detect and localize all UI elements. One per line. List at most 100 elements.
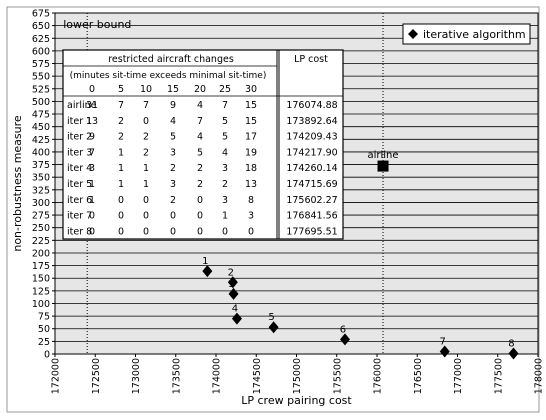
- y-tick-label: 100: [32, 299, 50, 310]
- table-cell: 5: [197, 147, 203, 158]
- table-row-label: iter 5: [67, 179, 92, 190]
- table-column-header: 25: [219, 84, 231, 95]
- table-cell: 3: [248, 211, 254, 222]
- x-tick-label: 172000: [51, 358, 62, 394]
- table-cell: 0: [197, 195, 203, 206]
- table-cell: 3: [222, 163, 228, 174]
- y-tick-label: 225: [32, 236, 50, 247]
- table-lp-cost: 173892.64: [286, 116, 337, 127]
- y-tick-label: 275: [32, 211, 50, 222]
- table-cell: 5: [222, 116, 228, 127]
- table-row-label: iter 8: [67, 226, 92, 237]
- y-tick-label: 625: [32, 34, 50, 45]
- table-cell: 15: [245, 100, 257, 111]
- table-row-label: iter 6: [67, 195, 92, 206]
- y-tick-label: 250: [32, 223, 50, 234]
- table-cell: 18: [245, 163, 257, 174]
- airline-square-point: [377, 160, 389, 172]
- table-column-header: 5: [118, 84, 124, 95]
- x-tick-label: 173000: [131, 358, 142, 394]
- point-label: 4: [232, 304, 238, 315]
- table-cell: 2: [197, 163, 203, 174]
- point-label: 2: [228, 267, 234, 278]
- point-label: 6: [340, 324, 346, 335]
- airline-point-label: airline: [367, 150, 398, 161]
- table-cell: 19: [245, 147, 257, 158]
- x-tick-label: 177000: [453, 358, 464, 394]
- table-cell: 0: [143, 116, 149, 127]
- table-cell: 9: [89, 132, 95, 143]
- table-column-header: 15: [167, 84, 179, 95]
- table-cell: 3: [222, 195, 228, 206]
- y-tick-label: 600: [32, 46, 50, 57]
- x-tick-label: 178000: [534, 358, 545, 394]
- y-tick-label: 150: [32, 274, 50, 285]
- legend-label: iterative algorithm: [423, 28, 526, 41]
- x-tick-label: 177500: [493, 358, 504, 394]
- y-axis-label: non-robustness measure: [11, 115, 24, 252]
- table-cell: 8: [248, 195, 254, 206]
- lower-bound-label: lower bound: [63, 18, 131, 31]
- table-column-header: 0: [89, 84, 95, 95]
- table-lp-cost: 174209.43: [286, 132, 337, 143]
- table-cell: 2: [143, 132, 149, 143]
- table-cell: 1: [118, 163, 124, 174]
- table-lp-cost: 175602.27: [286, 195, 337, 206]
- x-tick-label: 175000: [292, 358, 303, 394]
- point-label: 3: [228, 279, 234, 290]
- y-tick-label: 675: [32, 9, 50, 20]
- y-tick-label: 650: [32, 21, 50, 32]
- table-lp-cost: 174217.90: [286, 147, 337, 158]
- y-tick-label: 125: [32, 286, 50, 297]
- table-cell: 3: [170, 179, 176, 190]
- y-tick-label: 25: [38, 337, 50, 348]
- table-cell: 1: [118, 179, 124, 190]
- table-cell: 0: [118, 211, 124, 222]
- figure-frame: [6, 6, 540, 413]
- table-cell: 4: [222, 147, 228, 158]
- table-cell: 13: [245, 179, 257, 190]
- x-tick-label: 172500: [91, 358, 102, 394]
- point-label: 7: [440, 336, 446, 347]
- y-tick-label: 75: [38, 312, 50, 323]
- y-tick-label: 550: [32, 72, 50, 83]
- table-lp-cost: 174715.69: [286, 179, 337, 190]
- y-tick-label: 400: [32, 147, 50, 158]
- table-column-header: 10: [140, 84, 152, 95]
- table-cell: 7: [89, 147, 95, 158]
- table-cell: 0: [222, 226, 228, 237]
- table-cell: 0: [170, 211, 176, 222]
- table-row-label: iter 4: [67, 163, 92, 174]
- table-box: [62, 49, 344, 240]
- table-cell: 5: [222, 132, 228, 143]
- x-tick-label: 176500: [413, 358, 424, 394]
- table-cell: 0: [143, 226, 149, 237]
- table-row-label: iter 2: [67, 132, 92, 143]
- y-tick-label: 375: [32, 160, 50, 171]
- legend-box: [402, 23, 531, 45]
- table-cell: 1: [222, 211, 228, 222]
- y-tick-label: 350: [32, 173, 50, 184]
- y-tick-label: 175: [32, 261, 50, 272]
- table-row-label: iter 3: [67, 147, 92, 158]
- iteration-diamond-point: [231, 312, 242, 325]
- table-cell: 1: [143, 179, 149, 190]
- table-row-label: airline: [67, 100, 97, 111]
- table-cell: 15: [245, 116, 257, 127]
- table-cell: 0: [197, 211, 203, 222]
- table-cell: 4: [197, 132, 203, 143]
- y-tick-label: 475: [32, 110, 50, 121]
- legend: iterative algorithm: [402, 23, 531, 45]
- table-cell: 0: [248, 226, 254, 237]
- y-tick-label: 450: [32, 122, 50, 133]
- y-tick-label: 325: [32, 185, 50, 196]
- table-cell: 0: [89, 226, 95, 237]
- table-row-label: iter 1: [67, 116, 92, 127]
- y-tick-label: 0: [44, 350, 50, 361]
- x-tick-label: 174000: [212, 358, 223, 394]
- table-cell: 1: [89, 179, 95, 190]
- x-axis-label: LP crew pairing cost: [241, 394, 352, 407]
- table-lp-cost: 176841.56: [286, 211, 337, 222]
- table-title: restricted aircraft changes: [108, 54, 234, 65]
